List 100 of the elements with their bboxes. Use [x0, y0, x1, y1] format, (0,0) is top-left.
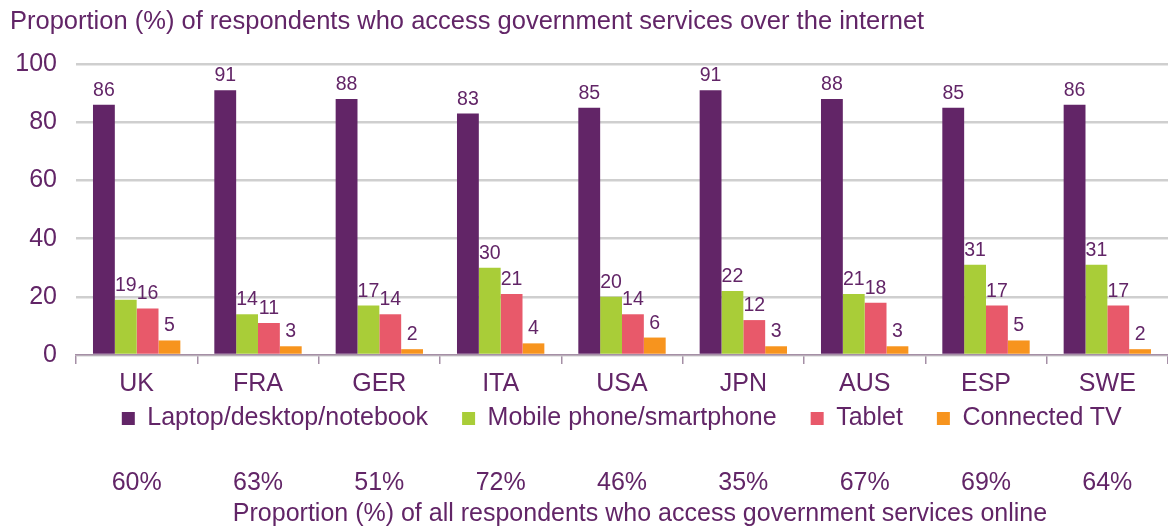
data-label: 16: [136, 281, 159, 304]
data-label: 83: [457, 86, 479, 109]
bar: [842, 293, 865, 354]
text: 63%: [232, 467, 284, 495]
data-label: 18: [864, 275, 887, 298]
bar: [401, 349, 424, 354]
x-tick-label: UK: [119, 367, 155, 396]
bar: [986, 305, 1008, 354]
data-label: 91: [214, 63, 237, 86]
data-label: 2: [1134, 322, 1146, 345]
data-label: 11: [258, 296, 280, 318]
data-label: 31: [964, 237, 986, 260]
y-tick-label: 0: [43, 338, 57, 367]
x-tick-label: ITA: [482, 367, 520, 396]
bar: [357, 305, 380, 354]
bar: [643, 337, 666, 354]
data-label: 6: [649, 310, 661, 333]
data-label: 86: [1063, 77, 1086, 100]
y-tick-label: 100: [15, 47, 57, 76]
text: 69%: [960, 467, 1012, 495]
bar: [456, 113, 479, 354]
text: 46%: [596, 467, 648, 495]
bar: [721, 291, 744, 354]
bar: [765, 346, 788, 354]
text: 51%: [354, 467, 405, 495]
x-tick-label: AUS: [838, 367, 891, 396]
bar: [92, 104, 115, 354]
data-label: 2: [406, 322, 418, 345]
x-tick-label: USA: [596, 367, 649, 396]
data-label: 19: [114, 272, 137, 295]
bar: [478, 267, 501, 354]
bar: [964, 264, 986, 354]
data-label: 17: [357, 278, 380, 301]
bar: [942, 107, 965, 354]
data-label: 85: [578, 80, 601, 103]
bar: [864, 302, 887, 354]
bar: [236, 314, 258, 354]
legend-label: Connected TV: [962, 402, 1123, 431]
bar: [1063, 104, 1086, 354]
data-label: 20: [600, 269, 623, 292]
bar: [886, 346, 909, 354]
data-label: 14: [379, 287, 402, 310]
chart-title: Proportion (%) of respondents who access government services over the internet: [10, 6, 925, 35]
text: 72%: [475, 467, 526, 495]
data-label: 86: [93, 77, 115, 100]
bar: [699, 90, 722, 354]
bar: [1129, 349, 1152, 354]
data-label: 14: [236, 287, 259, 310]
data-label: 5: [164, 313, 175, 336]
y-tick-label: 80: [29, 106, 57, 135]
bar: [522, 343, 545, 354]
text: Proportion (%) of all respondents who access government services online: [232, 498, 1048, 526]
bar: [214, 90, 237, 354]
data-label: 88: [821, 72, 843, 95]
bar: [279, 346, 302, 354]
bar: [136, 308, 159, 354]
bar: [335, 99, 358, 354]
text: 64%: [1082, 467, 1133, 495]
x-tick-label: SWE: [1078, 367, 1136, 396]
text: 60%: [111, 467, 162, 495]
legend-label: Mobile phone/smartphone: [487, 402, 777, 431]
bar: [158, 340, 181, 354]
bar: [379, 314, 402, 354]
y-tick-label: 40: [29, 222, 57, 251]
data-label: 21: [842, 266, 865, 289]
data-label: 4: [528, 316, 539, 339]
bar: [578, 107, 601, 354]
x-tick-label: FRA: [233, 367, 284, 396]
y-tick-label: 60: [29, 164, 57, 193]
x-tick-label: JPN: [719, 367, 767, 396]
data-label: 5: [1013, 313, 1025, 336]
data-label: 21: [500, 266, 523, 289]
x-tick-label: ESP: [960, 367, 1012, 396]
x-tick-label: GER: [352, 367, 407, 396]
bar: [1107, 305, 1130, 354]
bar: [600, 296, 622, 354]
data-label: 3: [285, 319, 297, 342]
y-tick-label: 20: [29, 280, 57, 309]
data-label: 22: [721, 264, 744, 286]
data-label: 12: [743, 293, 766, 316]
bar: [743, 320, 766, 354]
data-label: 3: [892, 319, 903, 342]
bar: [1007, 340, 1030, 354]
legend-label: Laptop/desktop/notebook: [147, 402, 429, 431]
text: 35%: [718, 467, 769, 495]
data-label: 91: [699, 63, 722, 86]
data-label: 17: [1107, 278, 1130, 301]
data-label: 88: [335, 72, 358, 95]
data-label: 14: [622, 287, 644, 310]
bar: [258, 323, 280, 354]
text: 67%: [839, 467, 890, 495]
data-label: 31: [1085, 237, 1108, 260]
data-label: 3: [770, 319, 782, 342]
bar: [114, 299, 137, 354]
data-label: 85: [942, 80, 965, 103]
legend-label: Tablet: [836, 402, 903, 431]
data-label: 30: [478, 240, 501, 263]
bar: [500, 293, 523, 354]
bar: [1085, 264, 1108, 354]
bar: [622, 314, 644, 354]
